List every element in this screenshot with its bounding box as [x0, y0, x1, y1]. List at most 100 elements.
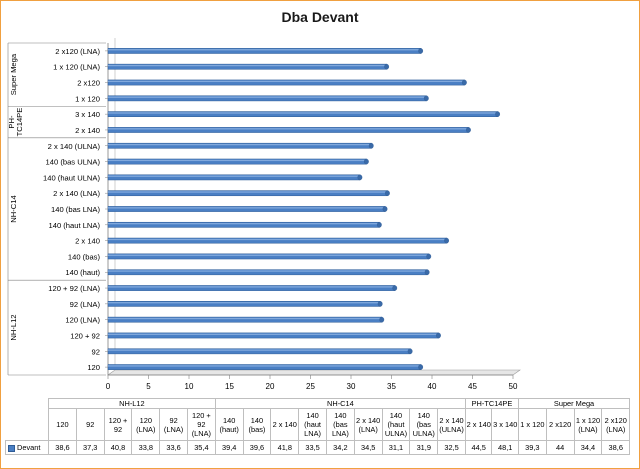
bar-cap: [357, 174, 363, 181]
bar-cap: [392, 285, 398, 291]
legend-label: Devant: [17, 443, 41, 452]
bar-cap: [379, 316, 385, 323]
bar-highlight: [108, 302, 381, 304]
table-value-cell: 33,5: [298, 440, 327, 455]
table-category-header: 92 (LNA): [159, 408, 188, 441]
y-tick-label: 2 x 140: [75, 237, 100, 246]
y-tick-label: 92 (LNA): [70, 300, 101, 309]
table-category-header: 140 (haut): [214, 408, 244, 441]
bar: [107, 206, 386, 212]
table-value-cell: 37,3: [75, 440, 105, 455]
bar-highlight: [108, 349, 411, 351]
table-category-header: 2 x 140: [464, 408, 493, 441]
table-value-cell: 44,5: [464, 440, 493, 455]
bar-cap: [466, 127, 471, 133]
y-tick-label: 140 (haut ULNA): [43, 173, 100, 182]
table-group-header: Super Mega: [517, 398, 631, 409]
bar-cap: [377, 301, 383, 307]
table-category-header: 140 (bas): [242, 408, 272, 441]
table-category-header: 2 x 140: [270, 408, 300, 441]
bar-cap: [382, 206, 388, 212]
x-tick-label: 15: [225, 382, 234, 391]
bar-highlight: [108, 128, 469, 130]
bar-highlight: [108, 112, 498, 114]
bar: [107, 174, 361, 181]
table-category-header: 140 (haut ULNA): [381, 408, 411, 441]
bar: [107, 142, 372, 149]
y-tick-label: 140 (haut LNA): [49, 221, 101, 230]
table-group-header: NH-C14: [214, 398, 466, 409]
y-tick-label: 140 (bas ULNA): [46, 158, 101, 167]
bar-cap: [444, 237, 449, 244]
y-tick-label: 2 x120 (LNA): [55, 47, 100, 56]
table-value-cell: 34,5: [353, 440, 383, 455]
table-value-cell: 39,3: [517, 440, 547, 455]
table-corner: [5, 398, 49, 441]
bar-highlight: [108, 317, 382, 320]
bar-cap: [376, 222, 382, 228]
table-category-header: 120: [48, 408, 77, 441]
bar-cap: [368, 142, 374, 149]
y-tick-label: 120 (LNA): [65, 316, 100, 325]
group-label: Super Mega: [9, 53, 18, 95]
legend-entry: Devant: [5, 440, 49, 455]
chart-title: Dba Devant: [281, 9, 358, 25]
x-tick-label: 50: [509, 382, 518, 391]
table-category-header: 140 (bas ULNA): [409, 408, 439, 441]
table-category-header: 140 (haut LNA): [298, 408, 327, 441]
table-value-cell: 34,4: [573, 440, 603, 455]
group-label: NH-L12: [9, 314, 18, 340]
y-tick-label: 92: [92, 347, 100, 356]
bar-highlight: [108, 238, 447, 241]
bar: [107, 79, 465, 86]
bar: [107, 48, 421, 54]
bar-cap: [363, 158, 369, 165]
table-category-header: 140 (bas LNA): [325, 408, 355, 441]
table-value-cell: 34,2: [325, 440, 355, 455]
table-value-cell: 33,8: [131, 440, 161, 455]
y-tick-label: 120 + 92 (LNA): [48, 284, 100, 293]
y-tick-label: 1 x 120 (LNA): [53, 63, 100, 72]
table-group-header: PH-TC14PE: [464, 398, 519, 409]
table-category-header: 1 x 120: [517, 408, 547, 441]
table-category-header: 2 x 140 (ULNA): [437, 408, 466, 441]
group-label: PH-TC14PE: [7, 108, 24, 137]
x-tick-label: 30: [347, 382, 356, 391]
bar-cap: [495, 111, 501, 117]
bar-cap: [436, 332, 441, 339]
table-value-cell: 38,6: [48, 440, 77, 455]
table-value-cell: 41,8: [270, 440, 300, 455]
bar: [107, 127, 469, 133]
bar: [107, 237, 447, 244]
bar-highlight: [108, 64, 387, 67]
bar-highlight: [108, 143, 372, 146]
bar: [107, 190, 388, 197]
table-value-cell: 32,5: [437, 440, 466, 455]
y-tick-label: 1 x 120: [75, 94, 100, 103]
y-tick-label: 140 (bas): [68, 252, 101, 261]
table-category-header: 2 x 140 (LNA): [353, 408, 383, 441]
bar: [107, 221, 380, 228]
bar: [107, 63, 387, 70]
table-value-cell: 31,9: [409, 440, 439, 455]
bar-cap: [384, 63, 390, 70]
table-value-cell: 40,8: [103, 440, 133, 455]
table-category-header: 120 +92 (LNA): [186, 408, 216, 441]
bar-cap: [418, 48, 424, 54]
bar-highlight: [108, 254, 429, 256]
bar-highlight: [108, 80, 465, 83]
x-tick-label: 35: [387, 382, 396, 391]
table-value-cell: 39,4: [214, 440, 244, 455]
bar: [107, 332, 439, 339]
y-tick-label: 120 + 92: [70, 331, 100, 340]
table-value-cell: 31,1: [381, 440, 411, 455]
bar-highlight: [108, 207, 386, 209]
table-category-header: 120 (LNA): [131, 408, 161, 441]
x-tick-label: 5: [146, 382, 151, 391]
table-category-header: 1 x 120 (LNA): [573, 408, 603, 441]
table-value-cell: 38,6: [601, 440, 631, 455]
table-category-header: 2 x120: [545, 408, 575, 441]
data-table: NH-L12 NH-C14 PH-TC14PE Super Mega 120 92 120 …: [5, 398, 631, 455]
bar-highlight: [108, 333, 439, 335]
